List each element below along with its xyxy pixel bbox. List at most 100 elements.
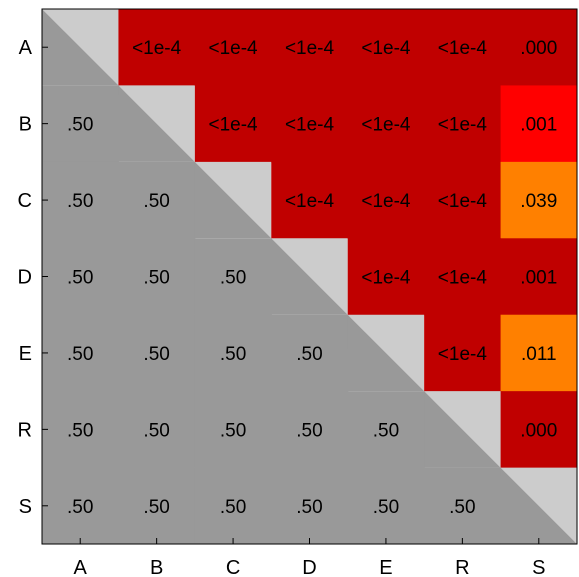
cell-label-S-A: .50 xyxy=(67,497,93,518)
diagonal-cell-D-lower xyxy=(271,238,348,315)
cell-label-D-B: .50 xyxy=(143,268,169,289)
cell-label-S-B: .50 xyxy=(143,497,169,518)
heatmap-cell-C-A xyxy=(42,161,119,239)
cell-label-A-R: <1e-4 xyxy=(438,38,488,59)
cell-label-A-B: <1e-4 xyxy=(132,38,182,59)
heatmap-cell-S-C xyxy=(194,467,272,545)
cell-label-D-A: .50 xyxy=(67,268,93,289)
cell-label-R-B: .50 xyxy=(143,420,169,441)
diagonal-cell-B-lower xyxy=(118,85,195,162)
cell-label-C-A: .50 xyxy=(67,191,93,212)
heatmap-cell-B-R xyxy=(424,85,502,163)
cell-label-B-D: <1e-4 xyxy=(285,115,335,136)
cell-label-B-S: .001 xyxy=(520,115,557,136)
heatmap-cell-S-E xyxy=(347,467,425,545)
diagonal-cell-D-upper xyxy=(271,238,348,315)
x-tick-label-S: S xyxy=(532,557,545,577)
x-tick-label-C: C xyxy=(226,557,240,577)
y-tick-label-C: C xyxy=(18,190,32,212)
heatmap-cell-D-S xyxy=(500,238,578,316)
cell-label-A-D: <1e-4 xyxy=(285,38,335,59)
heatmap-cell-R-C xyxy=(194,391,272,469)
heatmap-cell-B-C xyxy=(194,85,272,163)
cell-label-E-R: <1e-4 xyxy=(438,344,488,365)
heatmap-cell-A-C xyxy=(194,9,272,86)
heatmap-cells xyxy=(42,9,578,545)
y-tick-label-B: B xyxy=(19,114,32,136)
y-tick-label-D: D xyxy=(18,267,32,289)
y-tick-label-A: A xyxy=(19,37,33,59)
cell-label-A-C: <1e-4 xyxy=(209,38,259,59)
heatmap-cell-C-D xyxy=(271,161,349,239)
cell-label-S-E: .50 xyxy=(373,497,399,518)
heatmap-cell-A-R xyxy=(424,9,502,86)
heatmap-cell-A-S xyxy=(500,9,578,86)
heatmap-cell-D-R xyxy=(424,238,502,316)
cell-label-R-A: .50 xyxy=(67,420,93,441)
cell-label-E-C: .50 xyxy=(220,344,246,365)
cell-label-D-E: <1e-4 xyxy=(361,268,411,289)
cell-label-E-S: .011 xyxy=(521,344,557,365)
cell-label-R-C: .50 xyxy=(220,420,246,441)
heatmap-cell-D-B xyxy=(118,238,196,316)
cell-label-C-B: .50 xyxy=(143,191,169,212)
heatmap-cell-A-D xyxy=(271,9,349,86)
heatmap-cell-S-A xyxy=(42,467,119,545)
y-tick-label-E: E xyxy=(19,343,32,365)
plot-frame xyxy=(41,8,578,545)
diagonal-cell-A-lower xyxy=(42,9,119,86)
heatmap-cell-E-C xyxy=(194,314,272,392)
y-tick-label-R: R xyxy=(18,419,32,441)
heatmap-cell-E-R xyxy=(424,314,502,392)
heatmap-cell-E-A xyxy=(42,314,119,392)
cell-label-B-E: <1e-4 xyxy=(361,115,411,136)
heatmap-cell-D-A xyxy=(42,238,119,316)
cell-label-C-S: .039 xyxy=(520,191,557,212)
cell-label-R-D: .50 xyxy=(296,420,322,441)
cell-label-C-D: <1e-4 xyxy=(285,191,335,212)
cell-label-D-S: .001 xyxy=(520,268,557,289)
heatmap-cell-B-A xyxy=(42,85,119,163)
heatmap-cell-R-B xyxy=(118,391,196,469)
cell-label-B-R: <1e-4 xyxy=(438,115,488,136)
heatmap-cell-B-D xyxy=(271,85,349,163)
heatmap-cell-R-S xyxy=(500,391,578,469)
heatmap-cell-C-E xyxy=(347,161,425,239)
cell-label-C-E: <1e-4 xyxy=(361,191,411,212)
heatmap-cell-B-E xyxy=(347,85,425,163)
x-tick-label-D: D xyxy=(302,557,316,577)
diagonal-cell-C-lower xyxy=(194,161,272,239)
diagonal-cell-E-lower xyxy=(347,314,425,392)
heatmap-cell-C-S xyxy=(500,161,578,239)
heatmap-cell-S-R xyxy=(424,467,502,545)
heatmap-cell-R-D xyxy=(271,391,349,469)
heatmap-cell-C-R xyxy=(424,161,502,239)
heatmap-cell-R-A xyxy=(42,391,119,469)
x-tick-label-E: E xyxy=(379,557,392,577)
heatmap-cell-A-E xyxy=(347,9,425,86)
cell-label-R-E: .50 xyxy=(373,420,399,441)
heatmap-cell-C-B xyxy=(118,161,196,239)
diagonal-cell-R-lower xyxy=(424,391,501,468)
cell-label-E-D: .50 xyxy=(296,344,322,365)
cell-label-R-S: .000 xyxy=(520,420,557,441)
cell-label-A-S: .000 xyxy=(520,38,557,59)
y-tick-label-S: S xyxy=(19,496,32,518)
x-tick-label-A: A xyxy=(74,557,88,577)
heatmap-cell-E-S xyxy=(500,314,578,392)
cell-label-D-C: .50 xyxy=(220,268,246,289)
cell-label-E-B: .50 xyxy=(143,344,169,365)
heatmap-cell-R-E xyxy=(347,391,425,469)
cell-label-E-A: .50 xyxy=(67,344,93,365)
heatmap-cell-A-B xyxy=(118,9,196,86)
cell-labels: <1e-4 <1e-4 <1e-4 <1e-4 <1e-4 .000 .50 <1e-4 <1e… xyxy=(67,38,557,518)
heatmap-cell-B-S xyxy=(500,85,578,163)
axis-ticks: A A B B C C D D E E R R S S xyxy=(18,37,546,577)
cell-label-B-C: <1e-4 xyxy=(209,115,259,136)
diagonal-cell-S-lower xyxy=(500,467,578,545)
cell-label-A-E: <1e-4 xyxy=(361,38,411,59)
heatmap-cell-S-B xyxy=(118,467,196,545)
cell-label-B-A: .50 xyxy=(67,115,93,136)
cell-label-C-R: <1e-4 xyxy=(438,191,488,212)
